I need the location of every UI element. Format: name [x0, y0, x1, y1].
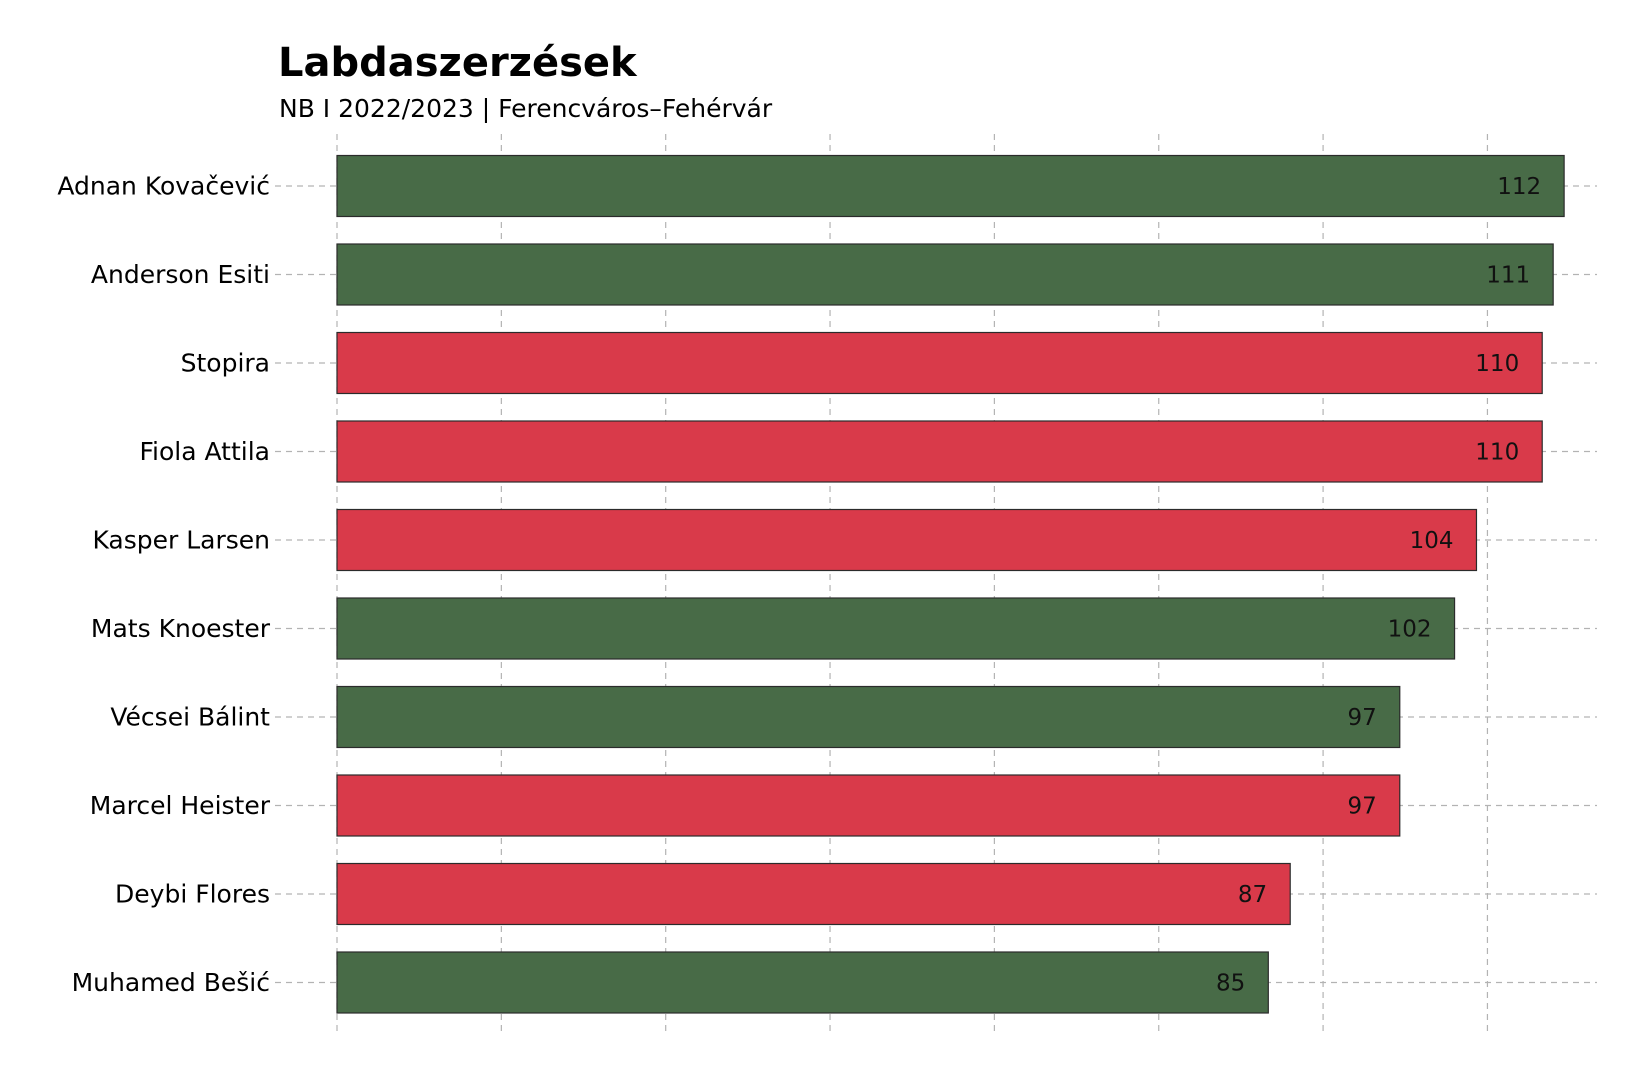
category-labels: Adnan Kovačević Anderson Esiti Stopira Fiol…	[57, 172, 270, 998]
value-label: 97	[1348, 794, 1377, 820]
bar	[336, 862, 1291, 926]
category-label: Stopira	[181, 349, 270, 378]
category-label: Fiola Attila	[140, 437, 271, 466]
category-label: Adnan Kovačević	[57, 172, 270, 201]
chart-subtitle: NB I 2022/2023 | Ferencváros–Fehérvár	[279, 94, 773, 123]
bars	[336, 154, 1565, 1014]
value-label: 102	[1388, 617, 1432, 643]
bar	[336, 685, 1401, 749]
value-labels: 112 111 110 110 104 102 97 97 87 85	[1216, 174, 1541, 997]
category-label: Anderson Esiti	[91, 260, 270, 289]
category-label: Marcel Heister	[90, 791, 271, 820]
value-label: 87	[1238, 882, 1267, 908]
value-label: 104	[1410, 528, 1454, 554]
value-label: 110	[1475, 351, 1519, 377]
value-label: 111	[1486, 263, 1530, 289]
bar	[336, 597, 1456, 660]
category-label: Mats Knoester	[91, 614, 271, 643]
value-label: 97	[1348, 705, 1377, 731]
value-label: 112	[1497, 174, 1541, 200]
category-label: Deybi Flores	[115, 880, 270, 909]
bar	[336, 774, 1401, 837]
category-label: Vécsei Bálint	[110, 703, 270, 732]
bar	[336, 420, 1543, 483]
bar	[336, 243, 1554, 306]
category-label: Kasper Larsen	[92, 526, 270, 555]
bar	[336, 508, 1478, 572]
bar	[336, 154, 1565, 218]
chart-title: Labdaszerzések	[278, 40, 637, 86]
bar	[336, 951, 1269, 1014]
value-label: 85	[1216, 971, 1245, 997]
value-label: 110	[1475, 440, 1519, 466]
category-label: Muhamed Bešić	[72, 968, 270, 997]
bar	[336, 331, 1543, 395]
